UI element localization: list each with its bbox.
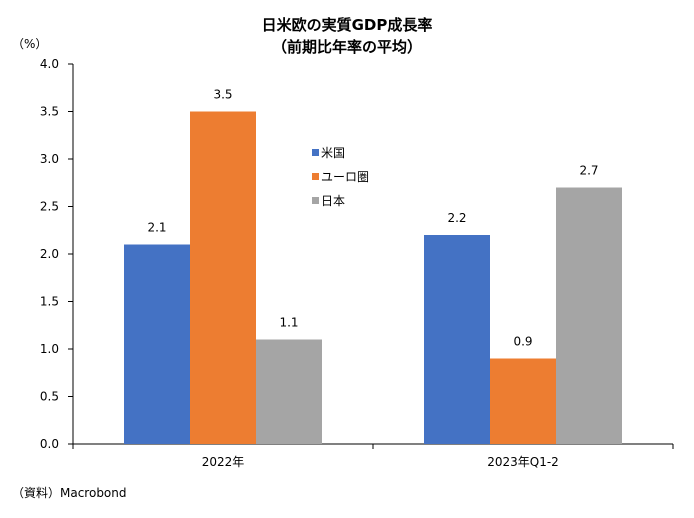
bar-value-label: 0.9 — [513, 335, 532, 349]
y-tick-label: 1.5 — [40, 295, 59, 309]
bar-value-label: 2.7 — [579, 164, 598, 178]
y-tick-label: 0.0 — [40, 437, 59, 451]
bar — [190, 111, 256, 444]
legend-label: 日本 — [321, 194, 345, 208]
source-note: （資料）Macrobond — [12, 486, 127, 500]
x-category-label: 2023年Q1-2 — [487, 455, 559, 469]
bar — [256, 339, 322, 444]
legend-swatch — [312, 173, 319, 180]
x-category-label: 2022年 — [202, 455, 245, 469]
y-tick-label: 4.0 — [40, 57, 59, 71]
bar-value-label: 2.2 — [447, 211, 466, 225]
y-tick-label: 2.5 — [40, 200, 59, 214]
bar — [490, 358, 556, 444]
y-tick-label: 3.5 — [40, 105, 59, 119]
y-tick-label: 0.5 — [40, 390, 59, 404]
y-tick-label: 2.0 — [40, 247, 59, 261]
axes: 0.0 0.5 1.0 1.5 2.0 2.5 3.0 3.5 4.0 2022年 2023年Q1-… — [40, 57, 674, 469]
bar — [424, 235, 490, 444]
chart-subtitle: （前期比年率の平均） — [272, 38, 422, 56]
bar — [124, 244, 190, 444]
legend-swatch — [312, 197, 319, 204]
bar — [556, 187, 622, 444]
bar-value-label: 3.5 — [213, 88, 232, 102]
bar-value-label: 2.1 — [147, 221, 166, 235]
legend-label: ユーロ圏 — [321, 170, 369, 184]
y-tick-label: 3.0 — [40, 152, 59, 166]
chart-title: 日米欧の実質GDP成長率 — [262, 16, 433, 34]
legend-label: 米国 — [321, 146, 345, 160]
y-tick-label: 1.0 — [40, 342, 59, 356]
bars-group: 2.1 3.5 1.1 2.2 0.9 2.7 — [124, 88, 622, 444]
bar-value-label: 1.1 — [279, 316, 298, 330]
legend-swatch — [312, 149, 319, 156]
y-axis-unit-label: （%） — [12, 37, 47, 51]
